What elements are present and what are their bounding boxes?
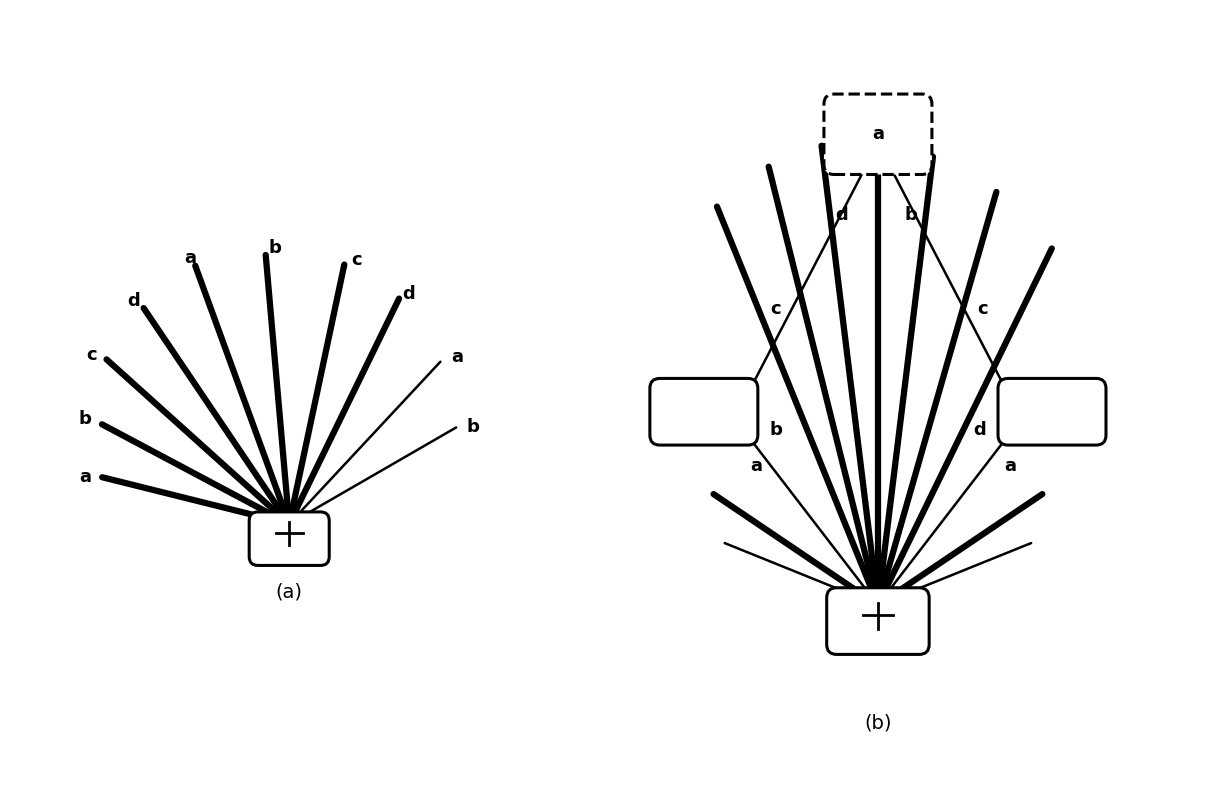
FancyBboxPatch shape: [249, 512, 329, 566]
FancyBboxPatch shape: [998, 379, 1106, 445]
Text: a: a: [872, 125, 884, 143]
Text: a: a: [184, 249, 196, 268]
Text: (b): (b): [864, 714, 892, 733]
Text: (a): (a): [276, 583, 302, 602]
Text: a: a: [80, 468, 92, 487]
Text: a: a: [751, 456, 763, 475]
Text: b: b: [269, 239, 282, 256]
Text: d: d: [128, 292, 141, 310]
FancyBboxPatch shape: [824, 94, 931, 174]
Text: d: d: [402, 284, 415, 303]
Text: b: b: [905, 206, 917, 224]
Text: c: c: [351, 251, 362, 268]
Text: d: d: [974, 421, 986, 439]
Text: d: d: [836, 206, 848, 224]
Text: b: b: [770, 421, 782, 439]
Text: c: c: [977, 300, 988, 318]
FancyBboxPatch shape: [827, 588, 929, 654]
Text: b: b: [466, 419, 480, 436]
Text: a: a: [452, 348, 463, 366]
Text: a: a: [1004, 456, 1016, 475]
FancyBboxPatch shape: [649, 379, 758, 445]
Text: c: c: [771, 300, 781, 318]
Text: b: b: [78, 411, 92, 428]
Text: c: c: [87, 345, 98, 364]
